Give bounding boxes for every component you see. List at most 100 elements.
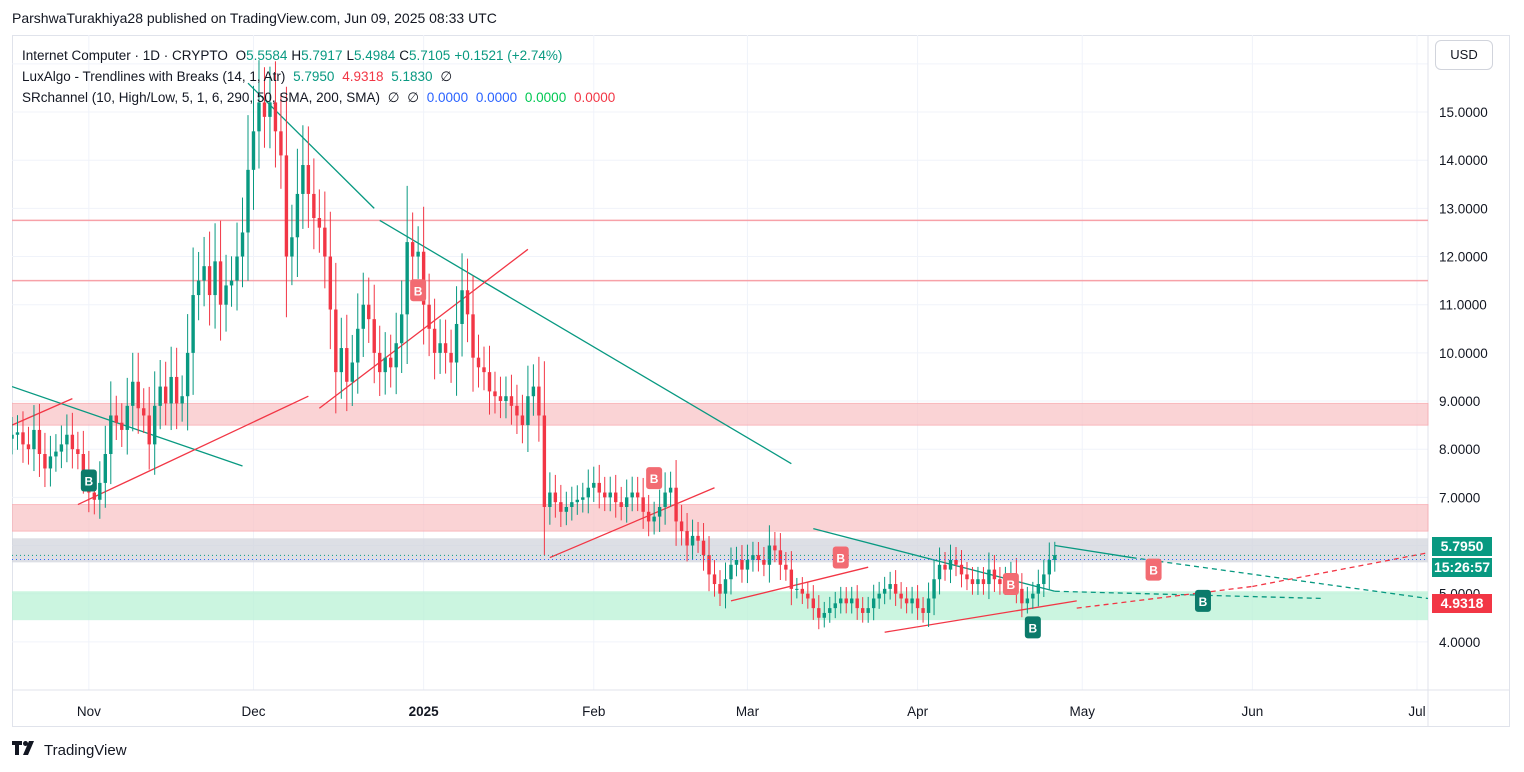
candle-up (734, 559, 739, 565)
candle-down (114, 415, 118, 423)
candle-up (224, 285, 228, 305)
uptrend-line (12, 398, 73, 426)
candle-down (147, 415, 151, 445)
candle-up (1025, 598, 1030, 604)
indicator-name[interactable]: SRchannel (10, High/Low, 5, 1, 6, 290, 5… (22, 90, 380, 105)
candle-down (954, 559, 958, 565)
break-marker-label: B (836, 552, 845, 566)
resistance-zone (12, 504, 1429, 532)
candle-down (37, 429, 42, 455)
uptrend-line (1252, 552, 1429, 588)
currency-button[interactable]: USD (1435, 40, 1493, 70)
candle-down (855, 598, 859, 609)
indicator-value-4: 0.0000 (573, 90, 616, 105)
candle-down (641, 497, 645, 512)
candle-up (169, 376, 173, 404)
candle-down (218, 261, 223, 305)
low-label: L (346, 48, 354, 63)
candle-down (970, 579, 975, 585)
candle-down (163, 386, 168, 404)
bearish-break-marker (1145, 558, 1162, 581)
y-tick-label: 12.0000 (1439, 250, 1488, 265)
symbol-name[interactable]: Internet Computer · 1D · CRYPTO (22, 48, 228, 63)
break-markers: B B B B B B B B (80, 279, 1211, 639)
candle-up (723, 579, 728, 594)
candle-up (361, 304, 365, 329)
candle-down (427, 304, 431, 329)
legend-symbol-row[interactable]: Internet Computer · 1D · CRYPTO O5.5584 H… (22, 45, 619, 66)
candle-up (575, 499, 580, 503)
x-tick-label: Jul (1408, 704, 1425, 719)
candle-up (652, 516, 656, 522)
lower-trend-badge: 4.9318 (1432, 594, 1492, 613)
time-axis[interactable]: Nov Dec 2025 Feb Mar Apr May Jun Jul (77, 704, 1426, 719)
candle-down (674, 487, 678, 522)
candle-down (800, 588, 805, 594)
candle-up (745, 559, 750, 570)
legend-srchannel-row[interactable]: SRchannel (10, High/Low, 5, 1, 6, 290, 5… (22, 87, 619, 108)
candle-down (471, 314, 475, 358)
candle-up (624, 497, 629, 507)
candle-down (811, 598, 816, 609)
candle-down (388, 357, 393, 368)
x-tick-label: Nov (77, 704, 101, 719)
candle-down (992, 569, 997, 580)
candle-down (43, 454, 47, 469)
bearish-break-marker (1002, 573, 1019, 596)
legend-luxalgo-row[interactable]: LuxAlgo - Trendlines with Breaks (14, 1,… (22, 66, 619, 87)
candle-up (213, 261, 217, 296)
grid (12, 35, 1510, 727)
candle-down (559, 502, 563, 512)
candle-down (279, 131, 283, 156)
x-tick-label: May (1069, 704, 1095, 719)
candle-up (822, 612, 826, 618)
candle-down (378, 352, 382, 373)
candle-down (899, 593, 903, 599)
break-marker-label: B (1149, 564, 1158, 578)
candle-down (789, 569, 794, 589)
y-tick-label: 8.0000 (1439, 442, 1480, 457)
candle-down (432, 328, 437, 353)
candle-up (581, 497, 585, 500)
candle-down (959, 564, 964, 575)
candle-up (570, 502, 574, 507)
indicator-value-2: 0.0000 (475, 90, 518, 105)
candle-down (685, 531, 689, 546)
candle-up (592, 482, 596, 488)
candle-up (339, 348, 344, 373)
candle-up (586, 487, 590, 498)
candle-down (345, 348, 349, 382)
hidden-icon: ∅ (440, 69, 453, 84)
low-value: 5.4984 (353, 48, 396, 63)
candle-up (1031, 593, 1035, 599)
candle-down (317, 218, 322, 228)
candle-up (1036, 584, 1041, 594)
candle-down (312, 193, 316, 219)
candle-up (526, 396, 530, 426)
candle-up (657, 506, 662, 517)
candle-down (943, 564, 947, 570)
candle-up (438, 343, 442, 353)
indicator-name[interactable]: LuxAlgo - Trendlines with Breaks (14, 1,… (22, 69, 286, 84)
y-tick-label: 4.0000 (1439, 635, 1480, 650)
candle-down (921, 608, 925, 613)
candle-down (553, 492, 558, 503)
candle-up (663, 492, 667, 507)
candle-down (998, 579, 1002, 585)
candle-up (290, 237, 294, 257)
candle-up (235, 256, 239, 281)
break-marker-label: B (85, 474, 94, 488)
candle-up (202, 266, 206, 281)
candle-up (12, 434, 14, 439)
break-marker-label: B (1007, 578, 1016, 592)
candle-up (98, 482, 102, 500)
candle-up (185, 352, 190, 397)
bullish-break-marker (1024, 616, 1041, 639)
candle-down (784, 564, 788, 570)
tradingview-logo-icon[interactable] (12, 741, 38, 759)
candle-up (131, 381, 135, 406)
x-tick-label: Feb (582, 704, 605, 719)
candle-down (844, 598, 848, 604)
candle-up (383, 357, 387, 373)
